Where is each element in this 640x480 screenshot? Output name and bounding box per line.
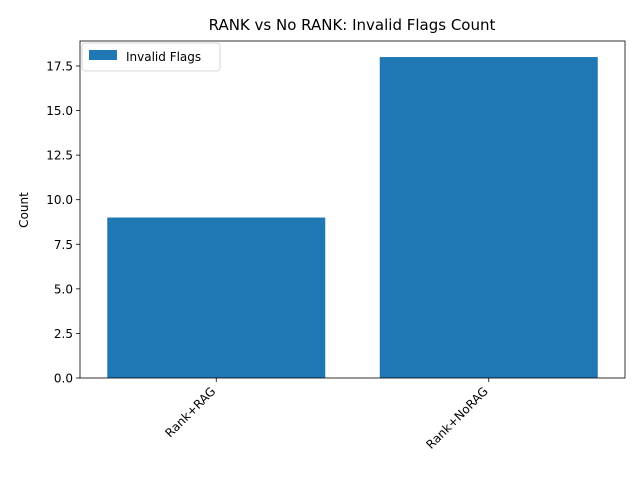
chart-title: RANK vs No RANK: Invalid Flags Count	[209, 16, 496, 34]
x-tick-label: Rank+RAG	[162, 384, 218, 440]
bar-rank-norag	[379, 57, 598, 379]
x-axis: Rank+RAG Rank+NoRAG	[162, 378, 491, 452]
y-axis: 0.0 2.5 5.0 7.5 10.0 12.5 15.0 17.5	[46, 59, 80, 386]
legend-label: Invalid Flags	[126, 50, 201, 64]
bar-rank-rag	[107, 217, 326, 378]
y-tick-label: 5.0	[54, 282, 73, 296]
y-tick-label: 7.5	[54, 238, 73, 252]
y-axis-label: Count	[17, 192, 31, 228]
bars-layer	[107, 57, 598, 379]
legend-swatch	[89, 50, 117, 60]
y-tick-label: 2.5	[54, 327, 73, 341]
y-tick-label: 17.5	[46, 59, 73, 73]
y-tick-label: 10.0	[46, 193, 73, 207]
x-tick-label: Rank+NoRAG	[423, 384, 491, 452]
y-tick-label: 15.0	[46, 104, 73, 118]
y-tick-label: 0.0	[54, 372, 73, 386]
legend: Invalid Flags	[81, 42, 221, 72]
plot-area-frame	[79, 40, 626, 379]
y-tick-label: 12.5	[46, 149, 73, 163]
